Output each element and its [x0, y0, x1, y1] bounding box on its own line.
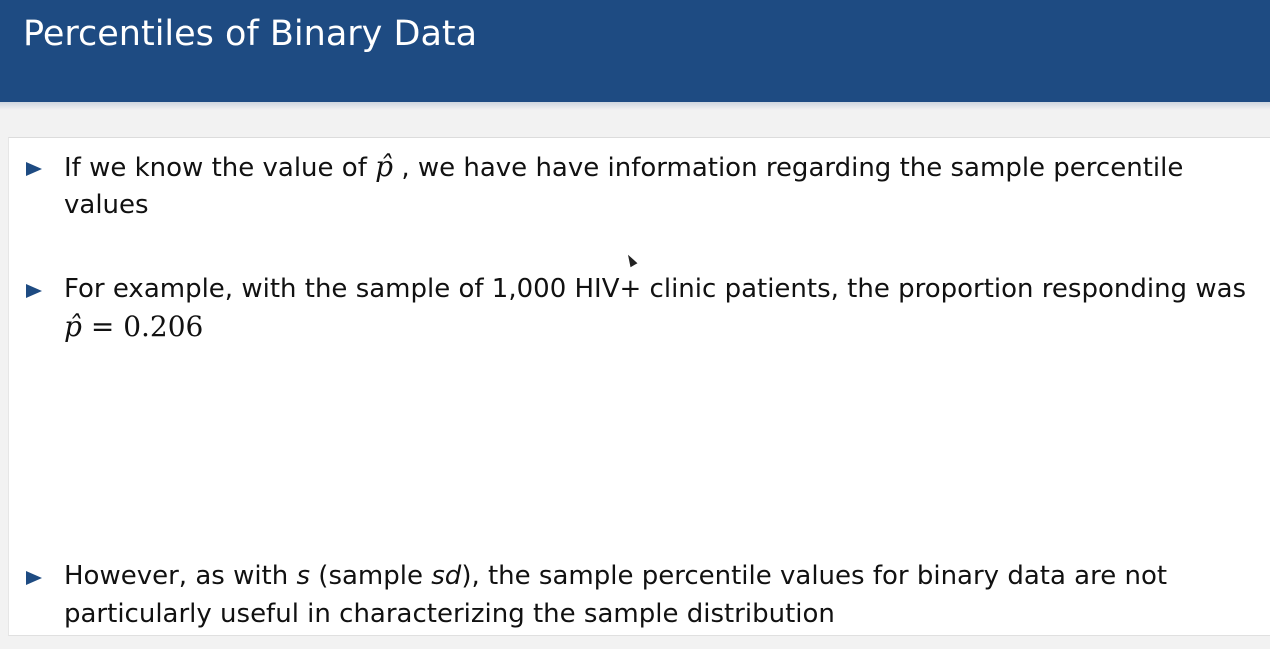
content-area: If we know the value of p̂ , we have hav… — [8, 137, 1270, 636]
bullet-3-line-1: However, as with s (sample sd), the samp… — [64, 557, 1264, 595]
triangle-right-icon — [26, 571, 42, 585]
title-bar: Percentiles of Binary Data — [0, 0, 1270, 102]
symbol-sd: sd — [431, 561, 462, 591]
bullet-2-line-1: For example, with the sample of 1,000 HI… — [64, 274, 1247, 304]
bullet-3-line-2: particularly useful in characterizing th… — [64, 599, 835, 629]
bullet-1-text-b: , we have have information regarding the… — [393, 153, 1184, 183]
bullet-2-line-2: p̂ = 0.206 — [64, 308, 1264, 347]
bullet-3-text-a: However, as with — [64, 561, 297, 591]
bullet-3-text-c: ), the sample percentile values for bina… — [461, 561, 1168, 591]
p-hat-value: = 0.206 — [81, 310, 204, 343]
triangle-right-icon — [26, 162, 42, 176]
bullet-1-line-2: values — [64, 190, 149, 220]
slide-title: Percentiles of Binary Data — [23, 14, 478, 54]
title-bar-shadow — [0, 102, 1270, 110]
p-hat-symbol: p̂ — [375, 150, 394, 183]
bullet-1-line-1: If we know the value of p̂ , we have hav… — [64, 148, 1264, 187]
symbol-s: s — [296, 561, 311, 591]
p-hat-symbol: p̂ — [64, 310, 82, 343]
triangle-right-icon — [26, 284, 42, 298]
bullet-1-text-a: If we know the value of — [64, 153, 376, 183]
bullet-3-text-b: (sample — [310, 561, 432, 591]
